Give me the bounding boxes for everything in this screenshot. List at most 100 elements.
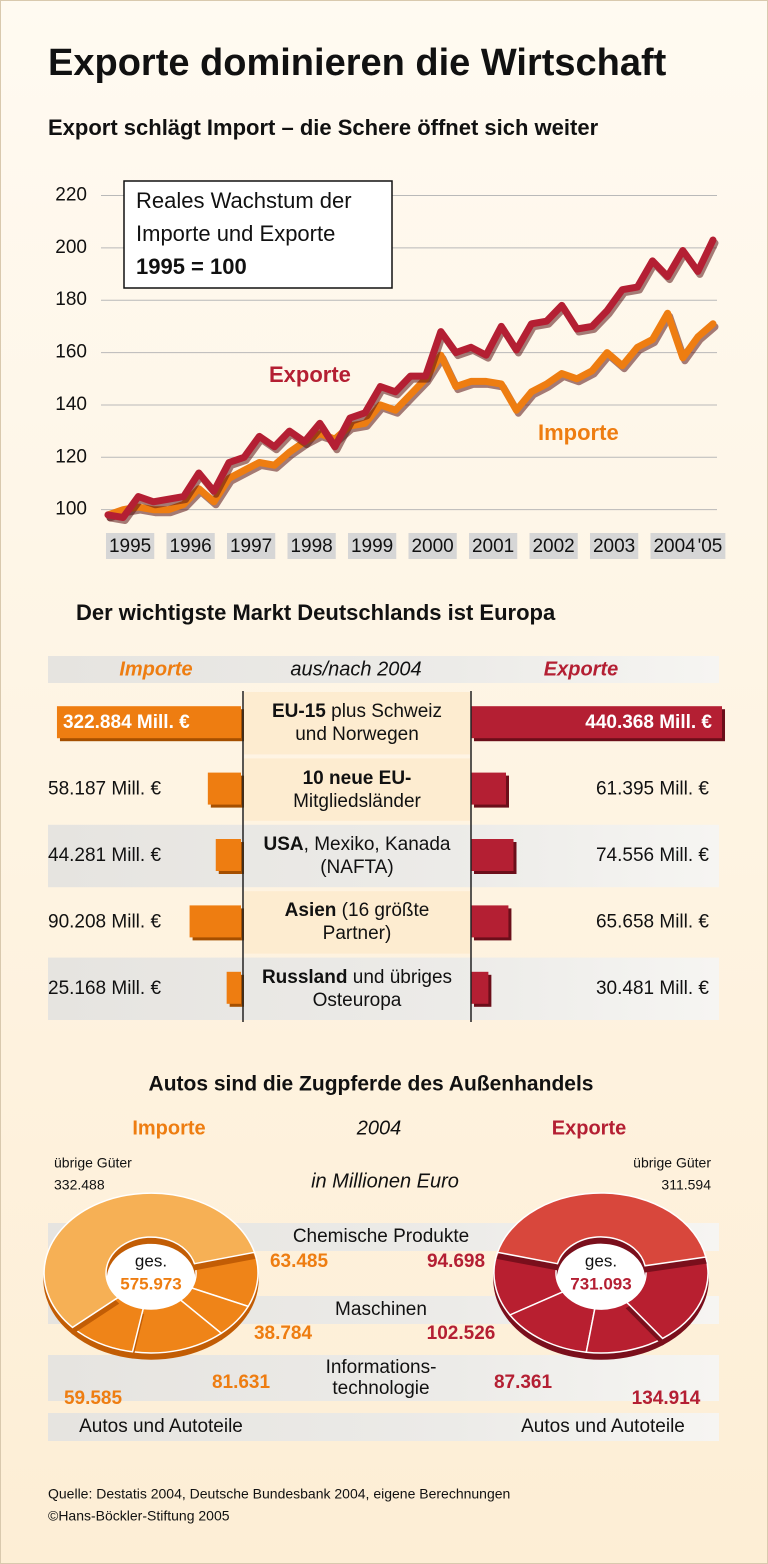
chart-subtitle: Der wichtigste Markt Deutschlands ist Eu… [76, 600, 556, 625]
category-rest: Mitgliedsländer [293, 790, 421, 812]
bar [471, 839, 514, 871]
value-label: 94.698 [427, 1251, 485, 1272]
header-label: Importe [119, 658, 192, 680]
donut-hole [104, 1235, 198, 1311]
bar [471, 905, 509, 938]
bar [471, 706, 723, 739]
x-tick-box [166, 533, 215, 559]
x-tick-label: 1997 [230, 536, 272, 557]
category-label: 10 neue EU-Mitgliedsländer [254, 756, 460, 822]
center-cell [244, 692, 470, 755]
x-tick-label: '05 [698, 536, 723, 557]
value-label: 63.485 [270, 1251, 329, 1272]
category-label: Maschinen [335, 1299, 427, 1320]
value-label: 25.168 Mill. € [48, 978, 161, 999]
value-label: 134.914 [632, 1388, 701, 1409]
value-label: 61.395 Mill. € [596, 779, 709, 800]
category-band [48, 1355, 719, 1401]
category-label: USA, Mexiko, Kanada (NAFTA) [254, 823, 460, 889]
bar [215, 839, 241, 871]
center-cell [244, 891, 470, 954]
category-text: Russland und übriges Osteuropa [254, 966, 460, 1012]
category-bold: Russland [261, 966, 348, 988]
bar [471, 772, 506, 805]
value-label: 87.361 [494, 1372, 553, 1393]
page-title: Exporte dominieren die Wirtschaft [48, 42, 667, 84]
x-tick-box [105, 533, 155, 559]
donut-hole [554, 1235, 648, 1311]
category-rest: (16 größte Partner) [322, 900, 430, 945]
chart-year: 2004 [356, 1117, 402, 1139]
total-value: 731.093 [570, 1274, 631, 1293]
category-label: übrige Güter [54, 1155, 132, 1171]
category-label: EU-15 plus Schweiz und Norwegen [254, 690, 460, 756]
x-tick-box [408, 533, 457, 559]
category-rest: plus Schweiz und Norwegen [295, 701, 443, 746]
x-tick-box [650, 533, 700, 559]
donut-slice [43, 1192, 256, 1329]
donut-slice [625, 1256, 709, 1340]
category-label: Chemische Produkte [293, 1226, 469, 1247]
category-label: Russland und übriges Osteuropa [254, 956, 460, 1022]
annotation: Importe und Exporte [136, 221, 335, 246]
value-label: 65.658 Mill. € [596, 911, 709, 932]
x-tick-box [347, 533, 397, 559]
header-label: Exporte [544, 658, 618, 680]
header-band [48, 656, 719, 683]
annotation: 1995 = 100 [136, 254, 247, 279]
x-tick-box [694, 533, 726, 559]
line-series [104, 309, 717, 519]
series-label: Exporte [269, 362, 351, 387]
bar [189, 905, 241, 938]
x-tick-label: 2004 [653, 536, 696, 557]
category-label: Informations-technologie [325, 1357, 437, 1399]
x-tick-box [589, 533, 639, 559]
y-tick-label: 200 [55, 237, 87, 258]
center-cell [244, 758, 470, 821]
x-tick-box [529, 533, 578, 559]
category-bold: EU-15 [271, 701, 326, 723]
category-text: Asien (16 größte Partner) [254, 899, 460, 945]
x-tick-box [287, 533, 336, 559]
value-label: 102.526 [427, 1323, 496, 1344]
y-tick-label: 120 [55, 446, 87, 467]
category-rest: und übriges Osteuropa [312, 966, 453, 1011]
category-bold: 10 neue EU- [302, 767, 412, 789]
bar [471, 971, 489, 1004]
value-label: 332.488 [54, 1177, 105, 1193]
category-rest: , Mexiko, Kanada (NAFTA) [303, 833, 451, 878]
series-label: Importe [538, 420, 619, 445]
category-label: übrige Güter [633, 1155, 711, 1171]
chart-subtitle: Export schlägt Import – die Schere öffne… [48, 115, 599, 140]
total-value: 575.973 [120, 1274, 181, 1293]
category-band [48, 1413, 719, 1441]
annotation: Reales Wachstum der [136, 188, 352, 213]
chart-unit: in Millionen Euro [311, 1170, 459, 1192]
category-label: Autos und Autoteile [79, 1416, 243, 1437]
y-tick-label: 100 [55, 499, 87, 520]
x-tick-label: 1998 [290, 536, 332, 557]
category-text: EU-15 plus Schweiz und Norwegen [254, 700, 460, 746]
x-tick-box [468, 533, 518, 559]
y-tick-label: 160 [55, 342, 87, 363]
value-label: 30.481 Mill. € [596, 978, 709, 999]
x-tick-label: 1999 [351, 536, 393, 557]
value-label: 44.281 Mill. € [48, 845, 161, 866]
category-label: Asien (16 größte Partner) [254, 889, 460, 955]
y-tick-label: 140 [55, 394, 87, 415]
line-series [104, 236, 717, 521]
category-label: Autos und Autoteile [521, 1416, 685, 1437]
y-tick-label: 220 [55, 184, 87, 205]
x-tick-label: 2003 [593, 536, 635, 557]
x-tick-label: 2000 [411, 536, 453, 557]
value-label: 74.556 Mill. € [596, 845, 709, 866]
value-label: 440.368 Mill. € [585, 712, 712, 733]
value-label: 311.594 [661, 1177, 711, 1193]
x-tick-box [226, 533, 276, 559]
series-label: Importe [132, 1117, 205, 1139]
value-label: 90.208 Mill. € [48, 911, 161, 932]
y-tick-label: 180 [55, 289, 87, 310]
total-label: ges. [135, 1251, 167, 1270]
